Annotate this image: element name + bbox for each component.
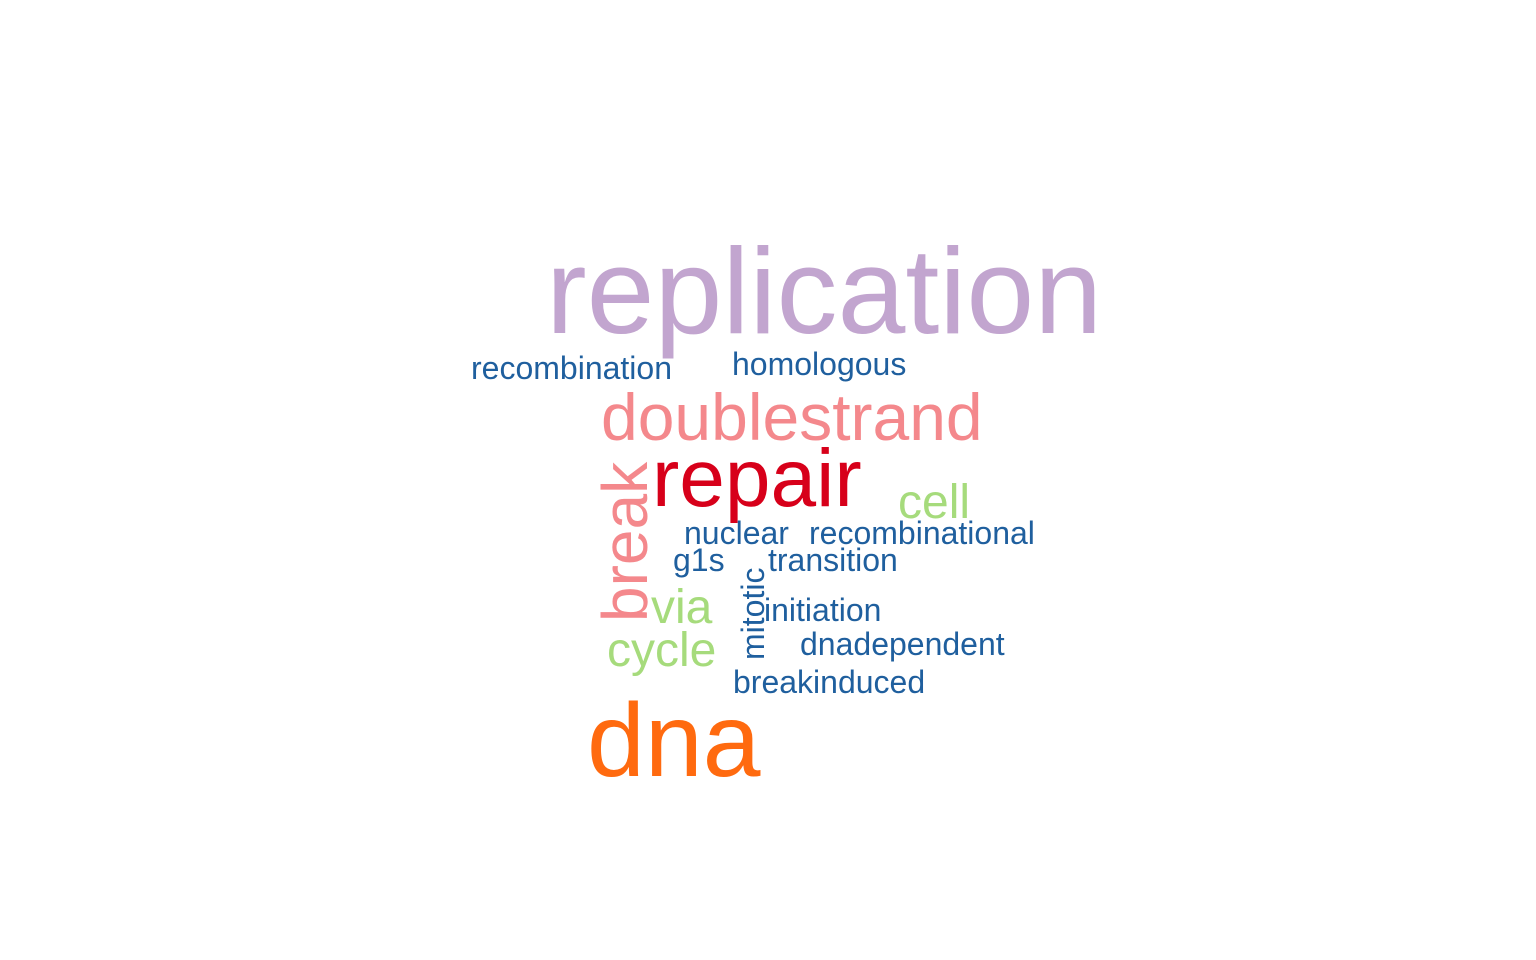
word-replication: replication xyxy=(546,223,1103,359)
word-break: break xyxy=(589,461,661,622)
word-breakinduced: breakinduced xyxy=(733,664,926,700)
word-doublestrand: doublestrand xyxy=(601,380,983,454)
word-repair: repair xyxy=(652,433,862,524)
word-via: via xyxy=(651,581,713,634)
word-recombination: recombination xyxy=(471,350,672,386)
word-nuclear: nuclear xyxy=(684,515,789,551)
word-initiation: initiation xyxy=(764,592,882,628)
word-cell: cell xyxy=(898,476,971,529)
word-homologous: homologous xyxy=(732,346,907,382)
word-dna: dna xyxy=(587,683,761,799)
word-dnadependent: dnadependent xyxy=(800,626,1005,662)
word-g1s: g1s xyxy=(673,542,725,578)
word-recombinational: recombinational xyxy=(809,515,1035,551)
word-cycle: cycle xyxy=(607,624,717,677)
word-transition: transition xyxy=(768,542,898,578)
